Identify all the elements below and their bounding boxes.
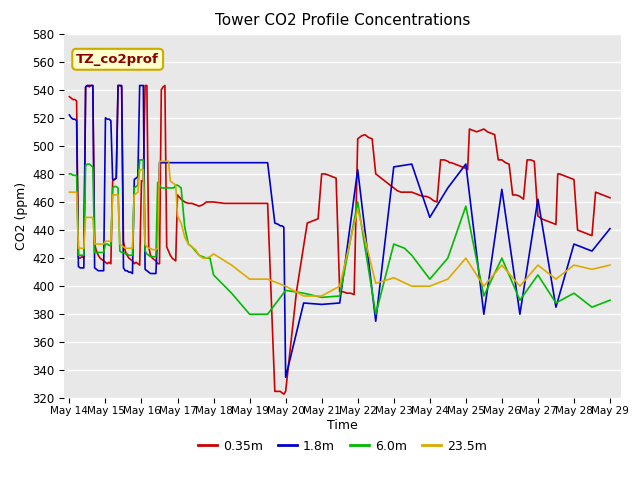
1.8m — [150, 271, 158, 276]
0.35m — [545, 219, 552, 225]
6.0m — [109, 185, 116, 191]
Line: 1.8m: 1.8m — [69, 85, 610, 377]
1.8m — [84, 83, 92, 88]
0.35m — [592, 189, 600, 195]
23.5m — [87, 215, 95, 220]
0.35m — [65, 94, 73, 100]
23.5m — [100, 241, 108, 247]
Line: 6.0m: 6.0m — [69, 160, 610, 314]
0.35m — [134, 261, 141, 266]
1.8m — [76, 265, 84, 271]
23.5m — [65, 189, 73, 195]
Text: TZ_co2prof: TZ_co2prof — [76, 53, 159, 66]
Line: 23.5m: 23.5m — [69, 161, 610, 296]
1.8m — [282, 374, 289, 380]
6.0m — [168, 185, 176, 191]
1.8m — [275, 222, 282, 228]
Line: 0.35m: 0.35m — [69, 85, 610, 394]
Title: Tower CO2 Profile Concentrations: Tower CO2 Profile Concentrations — [214, 13, 470, 28]
1.8m — [80, 265, 88, 271]
Y-axis label: CO2 (ppm): CO2 (ppm) — [15, 182, 28, 250]
Legend: 0.35m, 1.8m, 6.0m, 23.5m: 0.35m, 1.8m, 6.0m, 23.5m — [193, 435, 492, 458]
6.0m — [94, 250, 102, 255]
1.8m — [65, 112, 73, 118]
6.0m — [131, 185, 138, 191]
0.35m — [105, 259, 113, 265]
0.35m — [206, 199, 214, 205]
23.5m — [156, 158, 163, 164]
0.35m — [606, 195, 614, 201]
X-axis label: Time: Time — [327, 419, 358, 432]
1.8m — [181, 160, 189, 166]
1.8m — [606, 226, 614, 231]
0.35m — [84, 83, 92, 88]
1.8m — [164, 160, 172, 166]
6.0m — [246, 312, 253, 317]
0.35m — [71, 96, 79, 102]
6.0m — [138, 157, 145, 163]
23.5m — [192, 247, 200, 252]
23.5m — [300, 293, 307, 299]
23.5m — [148, 247, 156, 252]
6.0m — [228, 290, 236, 296]
6.0m — [65, 171, 73, 177]
0.35m — [280, 391, 287, 397]
23.5m — [606, 262, 614, 268]
23.5m — [93, 241, 100, 247]
6.0m — [136, 157, 143, 163]
6.0m — [606, 297, 614, 303]
23.5m — [282, 283, 289, 289]
